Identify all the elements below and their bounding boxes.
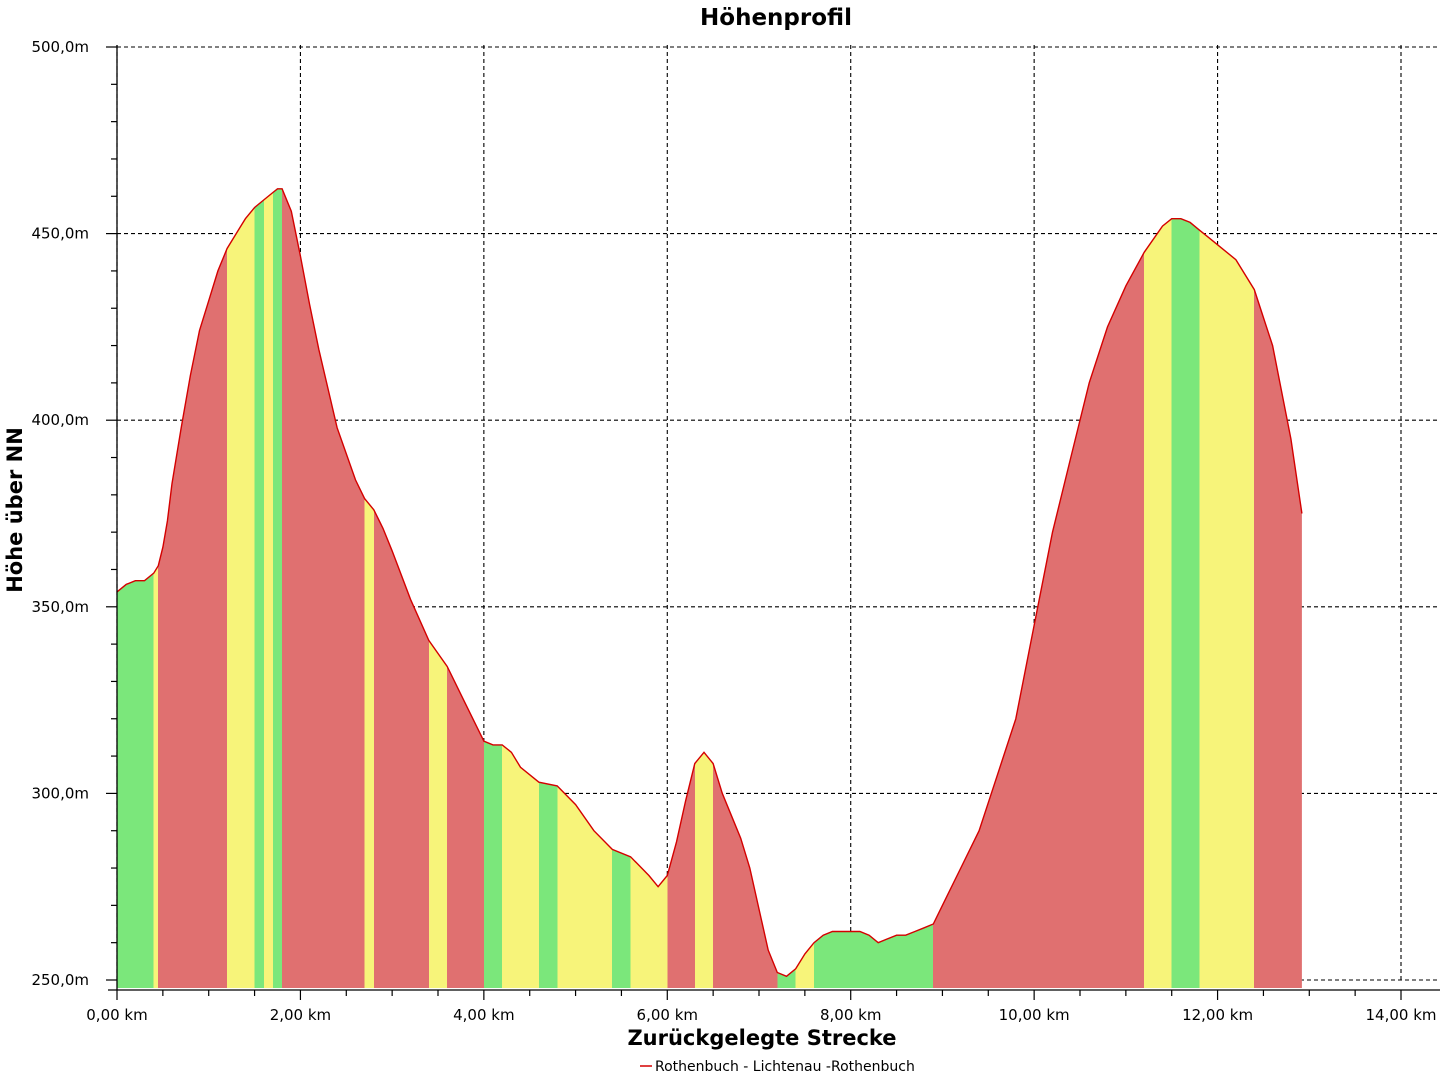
y-tick-label-5: 500,0m [31, 38, 89, 56]
x-axis-title: Zurückgelegte Strecke [627, 1026, 896, 1050]
x-tick-label-4: 8,00 km [820, 1006, 881, 1024]
x-tick-label-6: 12,00 km [1182, 1006, 1253, 1024]
y-axis-title: Höhe über NN [3, 427, 27, 593]
x-tick-label-7: 14,00 km [1365, 1006, 1436, 1024]
elevation-line [116, 188, 1303, 978]
y-tick-label-3: 400,0m [31, 411, 89, 429]
y-tick-label-2: 350,0m [31, 598, 89, 616]
y-tick-label-0: 250,0m [31, 971, 89, 989]
x-tick-label-3: 6,00 km [637, 1006, 698, 1024]
axes [106, 45, 1440, 1000]
x-tick-label-0: 0,00 km [86, 1006, 147, 1024]
legend: Rothenbuch - Lichtenau -Rothenbuch [640, 1059, 915, 1075]
elevation-area [117, 188, 1302, 989]
x-tick-label-2: 4,00 km [453, 1006, 514, 1024]
x-axis-tick-labels: 0,00 km 2,00 km 4,00 km 6,00 km 8,00 km 10,00… [86, 1006, 1436, 1024]
y-tick-label-4: 450,0m [31, 225, 89, 243]
y-tick-label-1: 300,0m [31, 784, 89, 802]
x-tick-label-1: 2,00 km [270, 1006, 331, 1024]
y-axis-tick-labels: 250,0m 300,0m 350,0m 400,0m 450,0m 500,0m [31, 38, 89, 989]
legend-label: Rothenbuch - Lichtenau -Rothenbuch [655, 1059, 915, 1075]
x-tick-label-5: 10,00 km [999, 1006, 1070, 1024]
chart-title: Höhenprofil [700, 5, 852, 31]
